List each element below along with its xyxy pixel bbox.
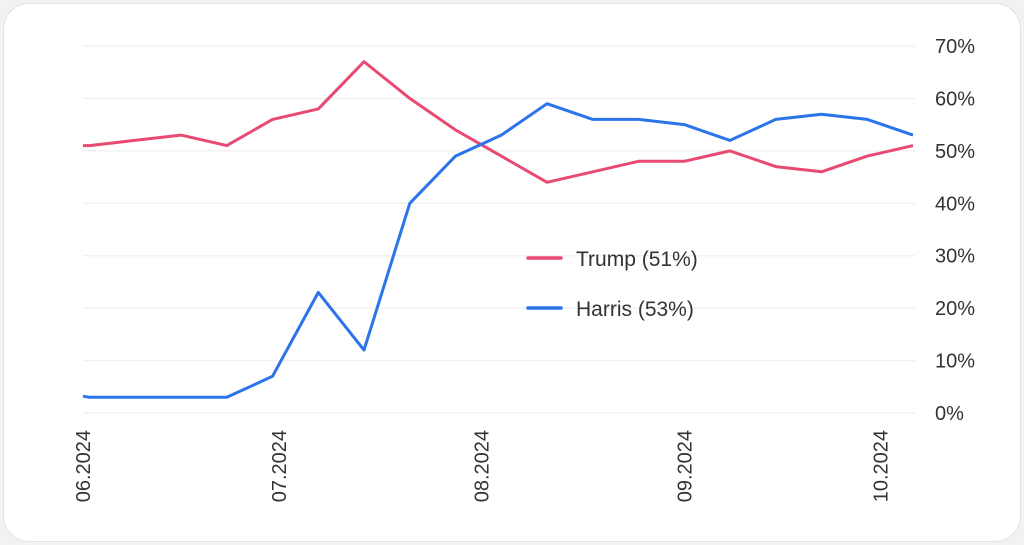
legend-label: Harris (53%) xyxy=(576,298,694,321)
y-tick-label: 0% xyxy=(935,403,964,425)
x-tick-label: 08.2024 xyxy=(472,430,494,502)
y-tick-label: 20% xyxy=(935,298,975,320)
y-tick-label: 40% xyxy=(935,193,975,215)
gridlines xyxy=(83,45,915,414)
y-tick-label: 70% xyxy=(935,36,975,58)
x-tick-label: 07.2024 xyxy=(269,430,291,502)
legend-label: Trump (51%) xyxy=(576,248,698,271)
y-axis: 0% 10% 20% 30% 40% 50% 60% 70% xyxy=(935,36,975,425)
x-tick-label: 06.2024 xyxy=(73,430,95,502)
series-line-harris xyxy=(82,102,914,399)
series-line-trump xyxy=(83,60,914,184)
legend: Trump (51%) Harris (53%) xyxy=(526,248,698,321)
chart-card xyxy=(3,3,1021,542)
x-tick-label: 09.2024 xyxy=(674,430,696,502)
x-axis: 06.2024 07.2024 08.2024 09.2024 10.2024 xyxy=(73,430,892,502)
y-tick-label: 60% xyxy=(935,88,975,110)
y-tick-label: 10% xyxy=(935,351,975,373)
y-tick-label: 50% xyxy=(935,141,975,163)
x-tick-label: 10.2024 xyxy=(870,430,892,502)
y-tick-label: 30% xyxy=(935,246,975,268)
series-lines xyxy=(82,60,914,399)
